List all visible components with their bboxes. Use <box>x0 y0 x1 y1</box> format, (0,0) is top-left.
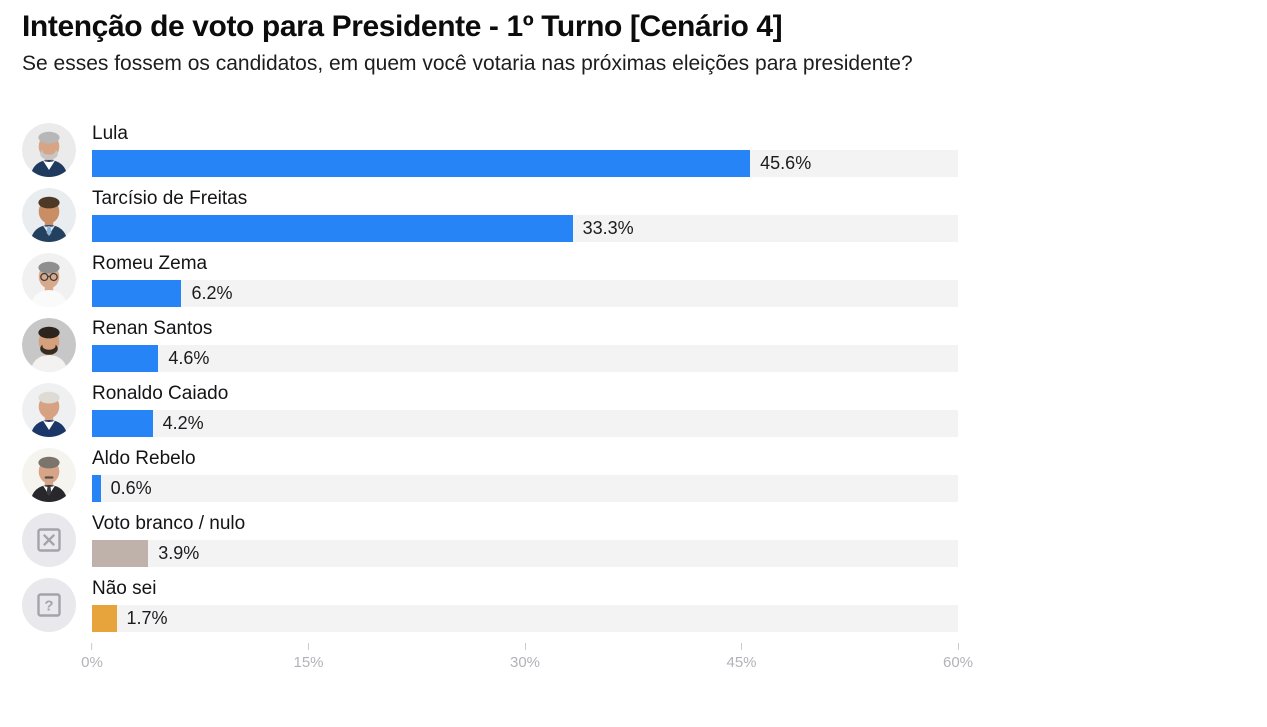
bar-track: 3.9% <box>92 540 958 567</box>
tick-mark <box>308 643 309 650</box>
bar-value-label: 45.6% <box>760 153 812 173</box>
bar <box>92 345 159 372</box>
poll-results-page: Intenção de voto para Presidente - 1º Tu… <box>22 10 1267 685</box>
x-tick-label: 45% <box>726 654 757 671</box>
bar <box>92 280 182 307</box>
bar <box>92 540 149 567</box>
candidate-name: Renan Santos <box>92 318 213 339</box>
bar <box>92 215 573 242</box>
bar-value-label: 33.3% <box>582 218 634 238</box>
candidate-name: Aldo Rebelo <box>92 448 196 469</box>
svg-text:?: ? <box>44 598 53 615</box>
tick-mark <box>91 643 93 650</box>
x-axis-tick: 60% <box>943 643 973 671</box>
x-tick-label: 60% <box>942 654 974 671</box>
x-axis-tick: 45% <box>726 643 757 671</box>
chart-row: Aldo Rebelo 0.6% <box>22 448 1267 502</box>
candidate-name: Tarcísio de Freitas <box>92 188 248 209</box>
row-main: Voto branco / nulo 3.9% <box>92 513 958 567</box>
chart-row: Renan Santos 4.6% <box>22 318 1267 372</box>
avatar-lula-photo <box>22 123 76 177</box>
bar-track: 4.6% <box>92 345 958 372</box>
bar-track: 0.6% <box>92 475 958 502</box>
bar-value-label: 3.9% <box>158 543 200 563</box>
bar-value-label: 1.7% <box>126 608 168 628</box>
tick-mark <box>524 643 526 650</box>
x-axis-tick: 15% <box>293 643 324 671</box>
chart-rows: Lula 45.6% Tarcísio de Freitas 33.3% Romeu Z… <box>22 123 1267 632</box>
candidate-name: Não sei <box>92 578 157 599</box>
avatar-aldo-photo <box>22 448 76 502</box>
row-main: Renan Santos 4.6% <box>92 318 958 372</box>
bar-track: 45.6% <box>92 150 958 177</box>
bar-value-label: 4.2% <box>162 413 204 433</box>
chart-row: Tarcísio de Freitas 33.3% <box>22 188 1267 242</box>
tick-mark <box>957 643 959 650</box>
chart-row: Voto branco / nulo 3.9% <box>22 513 1267 567</box>
bar-value-label: 4.6% <box>168 348 210 368</box>
row-main: Ronaldo Caiado 4.2% <box>92 383 958 437</box>
horizontal-bar-chart: Lula 45.6% Tarcísio de Freitas 33.3% Romeu Z… <box>22 123 1267 685</box>
avatar-tarcisio-photo <box>22 188 76 242</box>
page-title: Intenção de voto para Presidente - 1º Tu… <box>22 10 783 43</box>
row-main: Aldo Rebelo 0.6% <box>92 448 958 502</box>
x-axis-tick: 0% <box>81 643 103 671</box>
row-main: Romeu Zema 6.2% <box>92 253 958 307</box>
row-main: Lula 45.6% <box>92 123 958 177</box>
bar <box>92 605 117 632</box>
x-tick-label: 15% <box>293 654 324 671</box>
bar <box>92 410 153 437</box>
avatar-zema-photo <box>22 253 76 307</box>
candidate-name: Romeu Zema <box>92 253 208 274</box>
bar <box>92 475 101 502</box>
page-subtitle: Se esses fossem os candidatos, em quem v… <box>22 52 913 75</box>
avatar-renan-photo <box>22 318 76 372</box>
tick-mark <box>741 643 742 650</box>
x-tick-label: 0% <box>81 654 103 671</box>
dont-know-icon: ? <box>22 578 76 632</box>
row-main: Não sei 1.7% <box>92 578 958 632</box>
chart-row: ? Não sei 1.7% <box>22 578 1267 632</box>
bar-value-label: 6.2% <box>191 283 233 303</box>
row-main: Tarcísio de Freitas 33.3% <box>92 188 958 242</box>
candidate-name: Voto branco / nulo <box>92 513 246 534</box>
bar-track: 4.2% <box>92 410 958 437</box>
bar-track: 1.7% <box>92 605 958 632</box>
x-axis-tick: 30% <box>510 643 540 671</box>
candidate-name: Ronaldo Caiado <box>92 383 229 404</box>
bar-track: 33.3% <box>92 215 958 242</box>
avatar-caiado-photo <box>22 383 76 437</box>
bar-value-label: 0.6% <box>110 478 152 498</box>
chart-row: Romeu Zema 6.2% <box>22 253 1267 307</box>
bar-track: 6.2% <box>92 280 958 307</box>
blank-null-vote-icon <box>22 513 76 567</box>
chart-row: Lula 45.6% <box>22 123 1267 177</box>
chart-row: Ronaldo Caiado 4.2% <box>22 383 1267 437</box>
x-axis: 0% 15% 30% 45% 60% <box>81 643 973 685</box>
candidate-name: Lula <box>92 123 128 144</box>
x-tick-label: 30% <box>509 654 541 671</box>
bar <box>92 150 751 177</box>
